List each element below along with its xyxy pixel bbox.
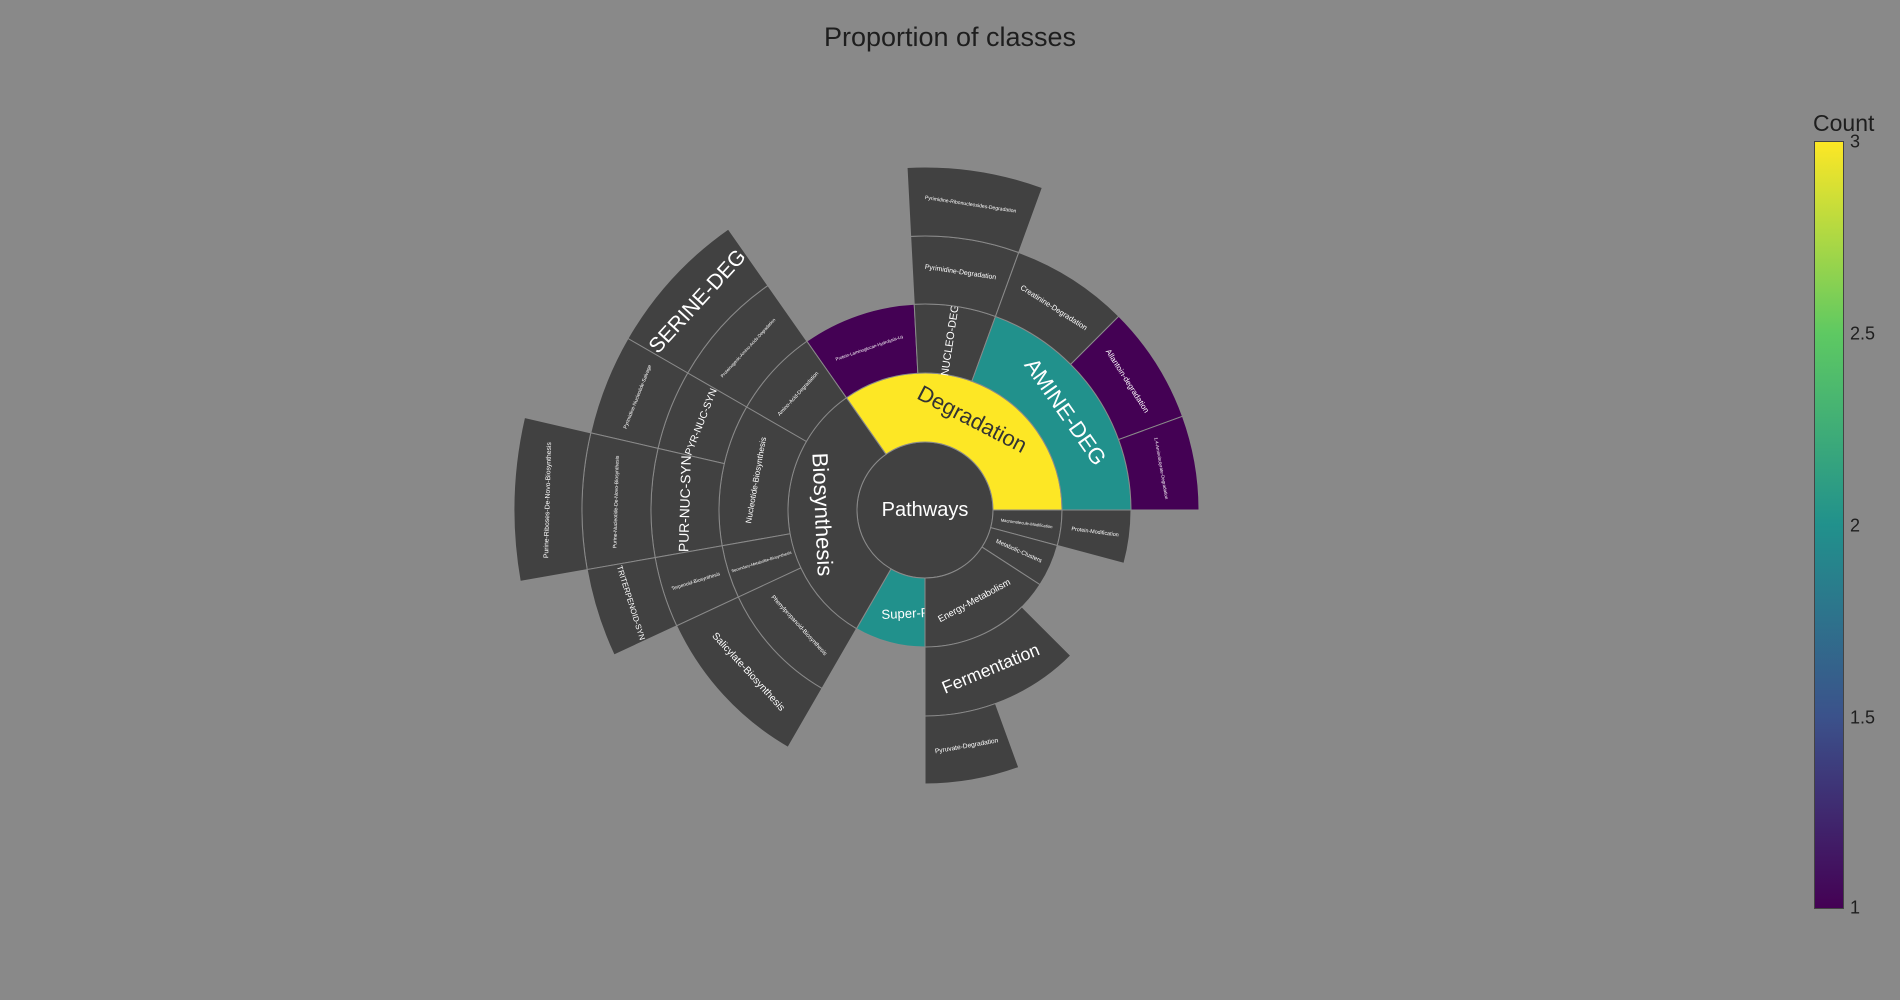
segment-purine-riboses-de-novo-biosynthesis[interactable] — [513, 416, 592, 582]
segment-label: Purine-Riboses-De-Novo-Biosynthesis — [543, 441, 553, 558]
segment-pyrimidine-nucleotide-salvage[interactable] — [590, 337, 689, 449]
segment-purine-nucleotide-de-novo-biosynthesis[interactable] — [581, 432, 659, 571]
colorbar — [1814, 141, 1844, 909]
segment-pyruvate-degradation[interactable] — [924, 702, 1020, 785]
colorbar-tick: 3 — [1850, 131, 1861, 152]
segment-serine-deg[interactable] — [627, 228, 769, 374]
segment-label: Macromolecule-Modification — [1000, 517, 1053, 529]
segment-label: PUR-NUC-SYN — [676, 455, 694, 552]
colorbar-tick: 2.5 — [1850, 323, 1876, 344]
segment-pyrimidine-ribonucleosides-degradation[interactable] — [906, 166, 1043, 254]
root-label: Pathways — [882, 499, 969, 521]
segment-protein-modification[interactable] — [1056, 509, 1132, 564]
colorbar-tick: 1.5 — [1850, 707, 1876, 728]
colorbar-title: Count — [1813, 110, 1875, 136]
segment-label: Purine-Nucleotide-De-Novo-Biosynthesis — [612, 455, 620, 548]
chart-title: Proportion of classes — [823, 22, 1077, 52]
segment-salicylate-biosynthesis[interactable] — [676, 596, 823, 748]
segment-triterpenoid-syn[interactable] — [586, 557, 678, 656]
colorbar-tick: 1 — [1850, 897, 1861, 918]
segment-label: Biosynthesis — [807, 452, 837, 576]
colorbar-tick: 2 — [1850, 515, 1861, 536]
